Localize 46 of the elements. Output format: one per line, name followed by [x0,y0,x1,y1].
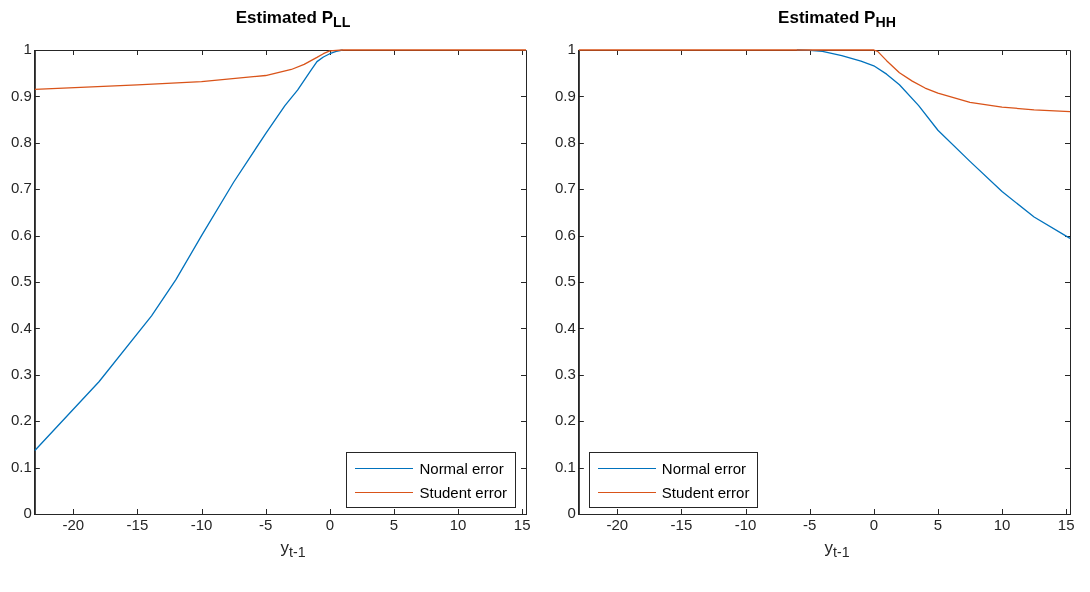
y-tick-label: 0.2 [554,411,576,429]
x-tick-label: -10 [190,516,213,534]
x-tick-label: 10 [449,516,467,534]
y-tick-label: 0.6 [554,225,576,243]
y-tick-label: 1 [23,40,32,58]
y-tick-label: 0 [567,504,576,522]
legend-label: Normal error [661,459,747,477]
legend-label: Student error [661,483,750,501]
x-tick-label: -5 [259,516,273,534]
y-tick-label: 0.1 [10,457,32,475]
y-tick-label: 0.7 [10,179,32,197]
y-tick-label: 0 [23,504,32,522]
x-tick-label: 0 [325,516,334,534]
y-tick-label: 0.8 [554,132,576,150]
x-tick-label: -5 [803,516,817,534]
y-tick-label: 0.7 [554,179,576,197]
y-tick-label: 0.8 [10,132,32,150]
y-tick-label: 0.2 [10,411,32,429]
y-tick-label: 1 [567,40,576,58]
y-tick-label: 0.4 [554,318,576,336]
x-axis-title: y$_{t-1}$ [823,538,851,561]
y-tick-label: 0.5 [10,272,32,290]
x-tick-label: 10 [993,516,1011,534]
x-tick-label: 5 [933,516,943,534]
legend-label: Student error [419,483,507,501]
chart-title: Estimated P$_{LL}$ [234,8,352,33]
y-tick-label: 0.5 [554,272,576,290]
x-axis-title: y$_{t-1}$ [279,538,307,561]
x-tick-label: 0 [869,516,878,534]
y-tick-label: 0.4 [10,318,32,336]
y-tick-label: 0.3 [10,364,32,382]
x-tick-label: -20 [606,516,629,534]
x-tick-label: 5 [389,516,399,534]
x-tick-label: -10 [734,516,757,534]
x-tick-label: -15 [670,516,693,534]
x-tick-label: 15 [1057,516,1075,534]
y-tick-label: 0.1 [554,457,576,475]
chart-title: Estimated P$_{HH}$ [777,8,897,33]
x-tick-label: -20 [62,516,85,534]
legend-label: Normal error [419,459,504,477]
y-tick-label: 0.3 [554,364,576,382]
x-tick-label: 15 [513,516,531,534]
x-tick-label: -15 [126,516,149,534]
y-tick-label: 0.6 [10,225,32,243]
y-tick-label: 0.9 [554,86,576,104]
y-tick-label: 0.9 [10,86,32,104]
